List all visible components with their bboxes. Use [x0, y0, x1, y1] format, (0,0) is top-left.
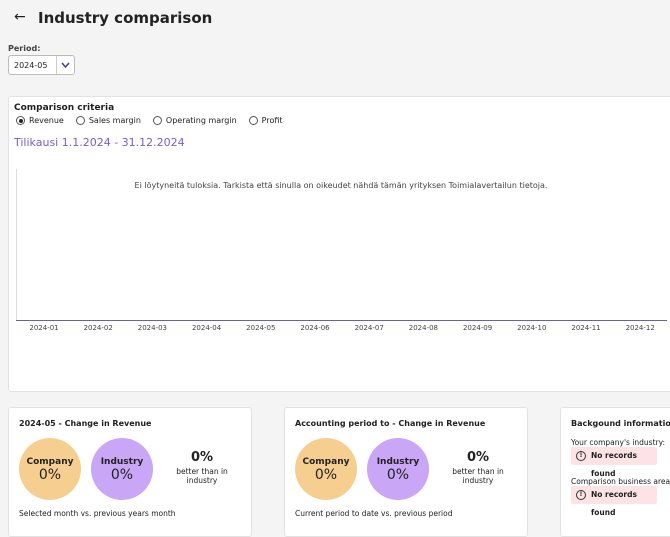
- company-circle: Company 0%: [295, 438, 357, 500]
- x-tick-label: 2024-04: [191, 324, 222, 332]
- background-card: Backgound information Your company's ind…: [560, 407, 670, 537]
- company-value: 0%: [314, 467, 338, 483]
- card-title: 2024-05 - Change in Revenue: [19, 419, 152, 428]
- industry-label: Industry: [100, 457, 144, 467]
- criteria-title: Comparison criteria: [14, 103, 115, 113]
- x-tick-label: 2024-01: [29, 324, 59, 332]
- period-title: Tilikausi 1.1.2024 - 31.12.2024: [14, 136, 185, 149]
- card-footer: Current period to date vs. previous peri…: [295, 509, 453, 518]
- radio-label: Profit: [261, 116, 283, 125]
- card-title: Accounting period to - Change in Revenue: [295, 419, 486, 428]
- better-value: 0%: [190, 450, 214, 465]
- card-footer: Selected month vs. previous years month: [19, 509, 176, 518]
- company-circle: Company 0%: [19, 438, 81, 500]
- x-tick-label: 2024-10: [517, 324, 547, 332]
- x-tick-label: 2024-02: [83, 324, 113, 332]
- radio-group: Revenue Sales margin Operating margin Profi…: [16, 116, 295, 125]
- industry-value: 0%: [110, 467, 134, 483]
- chevron: [61, 62, 70, 69]
- industry-label: Your company's industry:: [571, 438, 666, 447]
- better-text: better than in industry: [452, 467, 504, 485]
- no-results-message: Ei löytyneitä tuloksia. Tarkista että si…: [134, 181, 548, 190]
- radio-option[interactable]: Operating margin: [152, 116, 237, 125]
- background-title: Backgound information: [571, 419, 670, 428]
- x-tick-label: 2024-05: [246, 324, 276, 332]
- better-text: better than in industry: [176, 467, 228, 485]
- company-label: Company: [26, 457, 74, 467]
- industry-circle: Industry 0%: [367, 438, 429, 500]
- criteria-card: Comparison criteria Revenue Sales margin O…: [8, 96, 670, 392]
- radio-label: Operating margin: [165, 116, 237, 125]
- divider: [56, 56, 57, 74]
- radio-button: [16, 116, 25, 125]
- period-label: Period:: [8, 44, 41, 53]
- radio-button: [75, 116, 85, 125]
- change-card: Accounting period to - Change in Revenue…: [284, 407, 528, 537]
- radio-option[interactable]: Revenue: [16, 116, 64, 125]
- company-label: Company: [302, 457, 350, 467]
- industry-value: 0%: [386, 467, 410, 483]
- y-axis: [16, 169, 17, 321]
- radio-button: [152, 116, 162, 125]
- period-select[interactable]: 2024-05: [8, 55, 75, 75]
- company-value: 0%: [38, 467, 62, 483]
- area-value: No records found: [571, 486, 657, 517]
- better-value: 0%: [466, 450, 490, 465]
- radio-option[interactable]: Profit: [248, 116, 283, 125]
- industry-circle: Industry 0%: [91, 438, 153, 500]
- x-tick-label: 2024-08: [408, 324, 439, 332]
- page-title: Industry comparison: [38, 9, 213, 27]
- back-button[interactable]: ←: [14, 9, 26, 25]
- industry-value: No records found: [571, 447, 657, 478]
- x-tick-label: 2024-12: [625, 324, 655, 332]
- change-card: 2024-05 - Change in Revenue Company 0% Indu…: [8, 407, 252, 537]
- radio-button: [248, 116, 258, 125]
- radio-option[interactable]: Sales margin: [75, 116, 141, 125]
- area-label: Comparison business area:: [571, 477, 670, 486]
- radio-label: Revenue: [29, 116, 64, 125]
- x-tick-label: 2024-06: [300, 324, 330, 332]
- radio-label: Sales margin: [88, 116, 141, 125]
- x-axis: [16, 320, 667, 321]
- x-tick-label: 2024-11: [571, 324, 601, 332]
- x-tick-label: 2024-03: [137, 324, 168, 332]
- industry-label: Industry: [376, 457, 420, 467]
- x-tick-label: 2024-09: [462, 324, 493, 332]
- x-tick-label: 2024-07: [354, 324, 384, 332]
- period-value: 2024-05: [14, 61, 48, 70]
